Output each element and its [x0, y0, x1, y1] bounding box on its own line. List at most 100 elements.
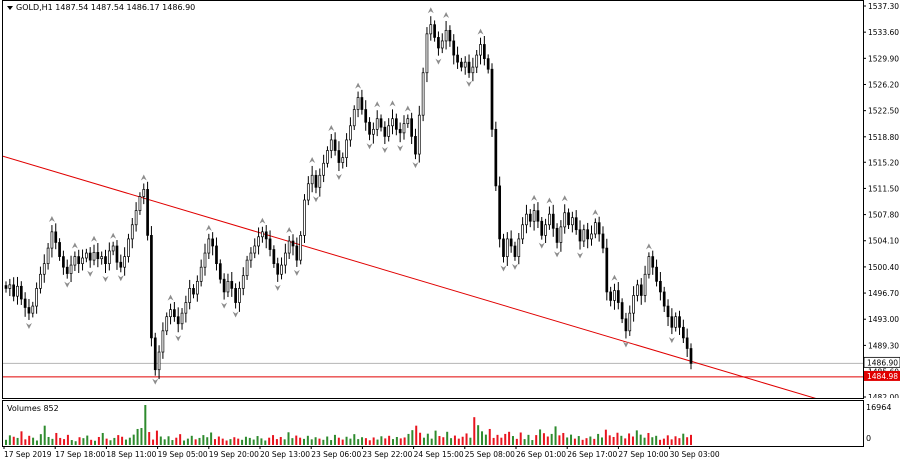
candle	[4, 281, 8, 293]
candle-body	[582, 229, 586, 242]
volume-bar	[74, 441, 77, 445]
candle-body	[81, 257, 84, 265]
candle	[19, 281, 23, 305]
candle	[616, 282, 620, 310]
volume-bar	[678, 438, 681, 445]
candle	[375, 110, 379, 137]
candle	[360, 89, 364, 115]
volume-bar	[620, 435, 623, 445]
candle-body	[272, 249, 276, 265]
fractal-down-marker	[554, 251, 561, 258]
volume-bar	[384, 438, 387, 445]
candle-body	[613, 290, 616, 301]
candle	[662, 286, 666, 313]
candle	[471, 57, 475, 82]
time-tick-label: 20 Sep 13:00	[260, 450, 310, 459]
candle	[280, 257, 283, 280]
volume-bar	[682, 433, 685, 445]
volume-bar	[411, 430, 414, 445]
candle	[628, 305, 632, 336]
trendline[interactable]	[3, 155, 838, 398]
candle	[655, 259, 658, 287]
candle	[624, 312, 628, 339]
candle-body	[54, 231, 58, 243]
volume-bar	[310, 439, 313, 445]
candle	[46, 243, 50, 270]
candle	[609, 286, 612, 307]
volume-bar	[8, 435, 11, 445]
volume-bar	[368, 440, 371, 445]
volume-bar	[229, 439, 232, 445]
candle-body	[314, 174, 318, 188]
candle-body	[295, 245, 299, 261]
volume-bar	[90, 439, 93, 445]
candle-body	[157, 351, 161, 371]
volume-bar	[364, 438, 367, 445]
time-tick-label: 17 Sep 2019	[4, 450, 52, 459]
fractal-down-marker	[102, 275, 109, 282]
candle	[521, 217, 524, 245]
candle	[314, 170, 318, 194]
volume-bar	[136, 428, 139, 445]
candle	[410, 112, 413, 145]
volume-bar	[415, 425, 418, 445]
candle	[475, 49, 479, 74]
volume-bar	[492, 437, 495, 445]
candle	[368, 117, 371, 141]
candle	[341, 152, 345, 169]
price-chart-panel[interactable]: GOLD,H1 1487.54 1487.54 1486.17 1486.90	[2, 0, 864, 399]
volume-bar	[333, 434, 336, 445]
candle	[597, 216, 601, 242]
volume-bar	[515, 438, 518, 445]
fractal-up-marker	[546, 197, 553, 204]
volume-bar	[399, 438, 402, 445]
candle-body	[421, 72, 425, 116]
candle-body	[264, 231, 268, 240]
price-scale[interactable]: 1537.30 1533.60 1529.90 1526.20 1522.50 1518.…	[863, 0, 900, 402]
volume-bar	[252, 439, 255, 445]
candle	[601, 226, 605, 254]
candle	[647, 252, 651, 279]
candle	[12, 277, 16, 302]
dropdown-triangle-icon[interactable]	[7, 5, 13, 10]
candle	[134, 202, 138, 232]
volume-bar	[20, 431, 23, 445]
volume-bar	[504, 433, 507, 445]
volume-bar	[542, 433, 545, 445]
candle-body	[12, 284, 16, 297]
candle-body	[410, 118, 413, 137]
candle-body	[19, 285, 23, 300]
candle	[505, 232, 509, 266]
volume-bar	[477, 425, 480, 445]
candle-body	[46, 247, 50, 265]
volume-bar	[655, 435, 658, 445]
candle-body	[238, 288, 241, 303]
volume-bar	[287, 432, 290, 445]
volume-bar	[155, 430, 158, 445]
volume-bar	[202, 435, 205, 445]
volume-panel[interactable]: Volumes 852	[2, 400, 864, 447]
volume-bar	[562, 432, 565, 445]
candle	[352, 105, 356, 131]
fractal-up-marker	[140, 174, 147, 181]
volume-bar	[152, 439, 155, 445]
time-scale[interactable]: 17 Sep 2019 17 Sep 18:00 18 Sep 11:00 19 Se…	[0, 446, 900, 461]
candle-body	[176, 316, 180, 325]
candle	[253, 238, 257, 259]
candle	[222, 273, 226, 300]
candle	[207, 233, 211, 259]
candle	[318, 168, 322, 197]
candle-body	[433, 24, 436, 38]
candle-body	[111, 245, 115, 252]
candle	[456, 46, 459, 69]
candle	[490, 63, 494, 137]
candle-body	[525, 213, 528, 226]
volume-bar	[233, 437, 236, 445]
volume-bar	[558, 435, 561, 445]
hline-price-label: 1484.98	[867, 372, 898, 381]
candle-body	[643, 273, 647, 296]
volume-bar	[573, 438, 576, 445]
candle-body	[173, 309, 176, 318]
fractal-down-marker	[412, 162, 419, 169]
